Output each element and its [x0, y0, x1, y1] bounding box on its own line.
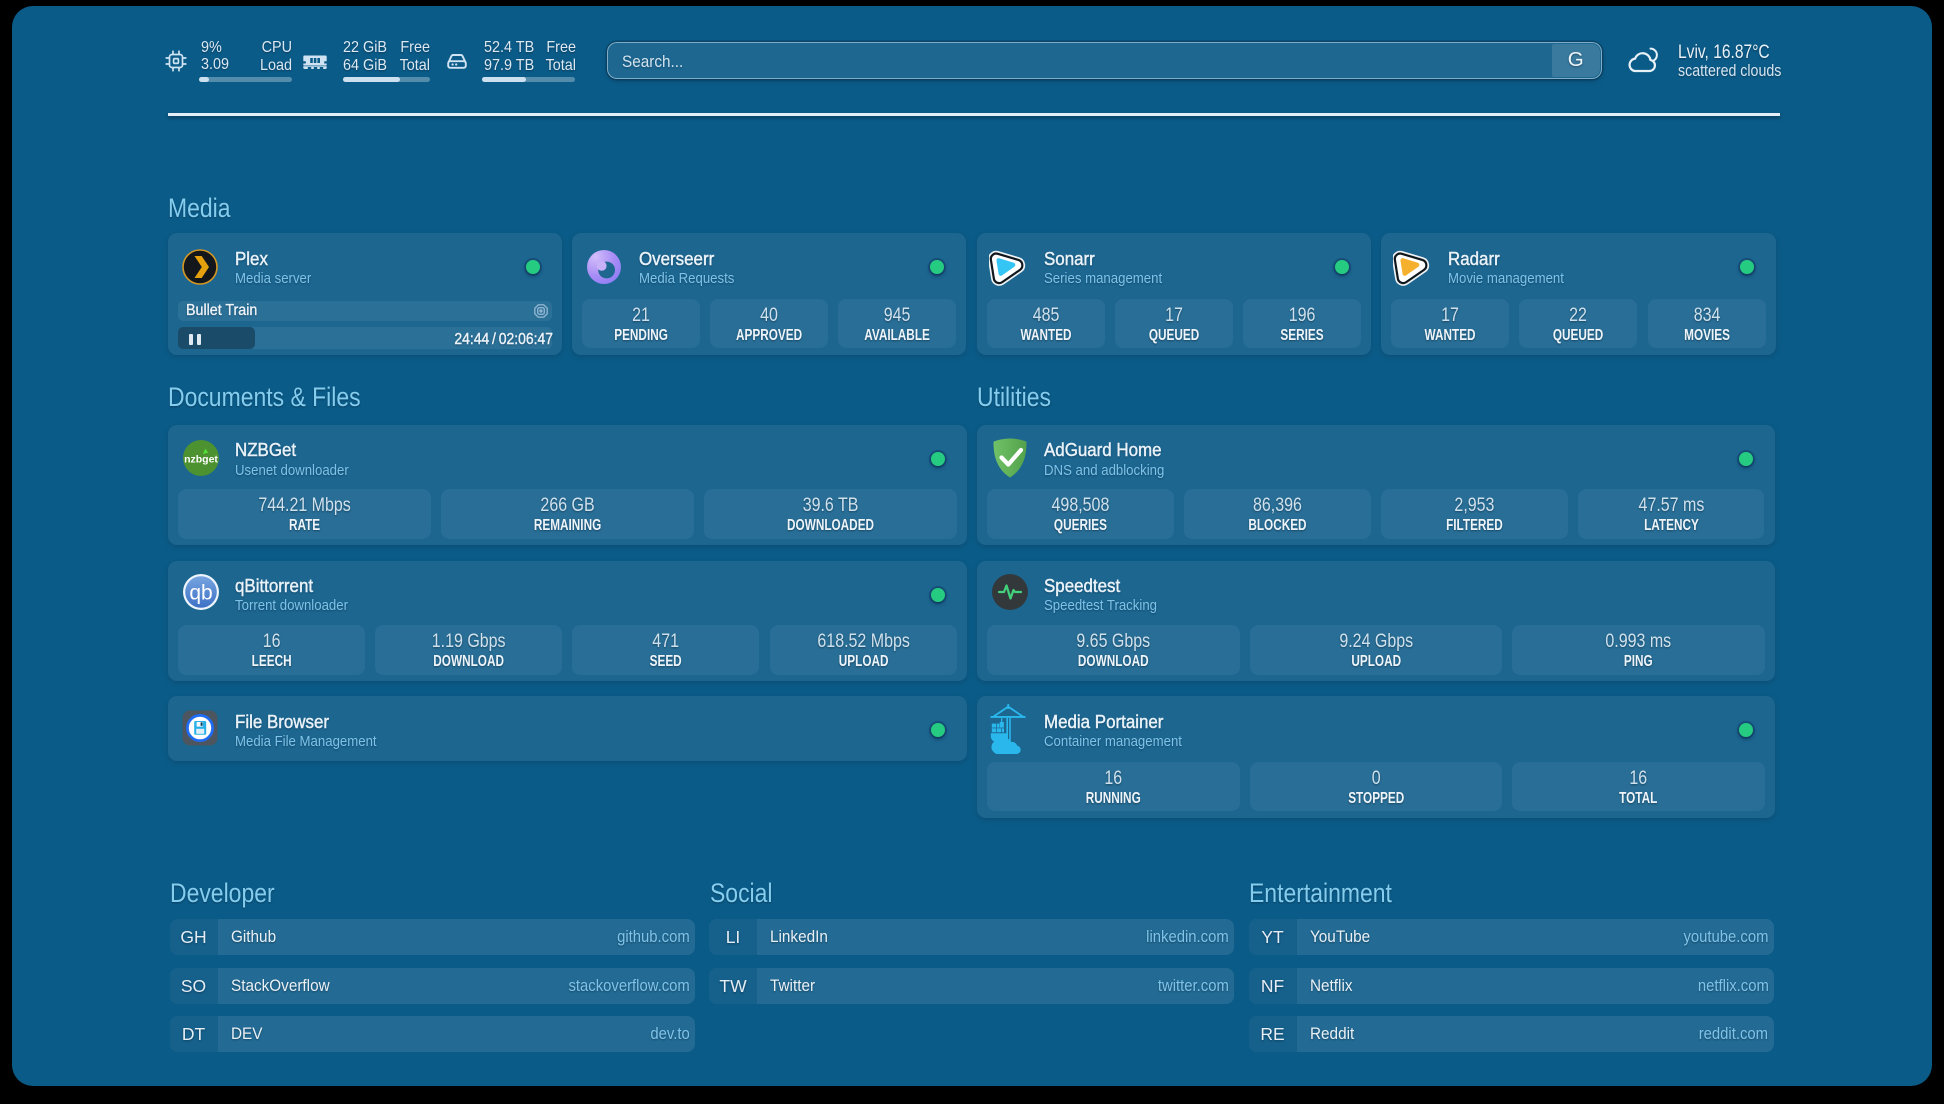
svg-text:qb: qb — [189, 581, 212, 604]
svg-text:nzbget: nzbget — [184, 453, 218, 465]
